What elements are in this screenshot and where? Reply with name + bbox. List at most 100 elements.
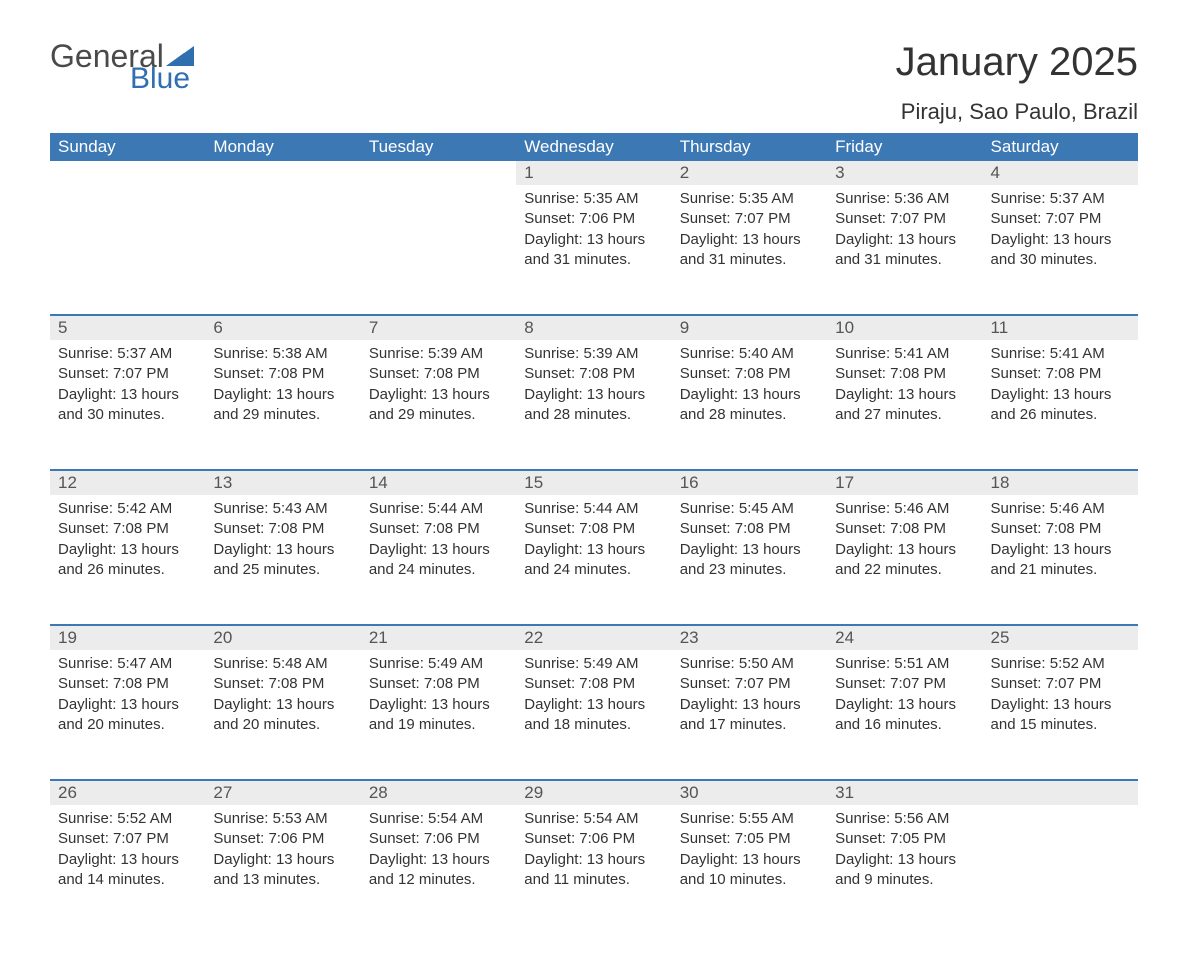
sunset-line: Sunset: 7:08 PM [58,674,197,694]
day-content: Sunrise: 5:36 AMSunset: 7:07 PMDaylight:… [827,185,982,280]
sunrise-line: Sunrise: 5:41 AM [991,344,1130,364]
calendar-table: SundayMondayTuesdayWednesdayThursdayFrid… [50,133,1138,935]
sunset-line: Sunset: 7:08 PM [369,364,508,384]
day-number: 5 [50,315,205,340]
day-content: Sunrise: 5:47 AMSunset: 7:08 PMDaylight:… [50,650,205,745]
sunset-line: Sunset: 7:07 PM [835,209,974,229]
empty-cell [205,161,360,185]
day-content: Sunrise: 5:48 AMSunset: 7:08 PMDaylight:… [205,650,360,745]
daylight-line: Daylight: 13 hours and 23 minutes. [680,540,819,581]
page-title: January 2025 [896,40,1138,85]
day-cell: Sunrise: 5:53 AMSunset: 7:06 PMDaylight:… [205,805,360,935]
day-number: 11 [983,315,1138,340]
day-number: 6 [205,315,360,340]
sunset-line: Sunset: 7:07 PM [835,674,974,694]
daylight-line: Daylight: 13 hours and 26 minutes. [58,540,197,581]
sunset-line: Sunset: 7:07 PM [680,674,819,694]
day-content: Sunrise: 5:38 AMSunset: 7:08 PMDaylight:… [205,340,360,435]
empty-cell [983,805,1138,935]
day-content: Sunrise: 5:54 AMSunset: 7:06 PMDaylight:… [516,805,671,900]
sunrise-line: Sunrise: 5:36 AM [835,189,974,209]
sunrise-line: Sunrise: 5:42 AM [58,499,197,519]
day-cell: Sunrise: 5:49 AMSunset: 7:08 PMDaylight:… [361,650,516,780]
day-number: 18 [983,470,1138,495]
daylight-line: Daylight: 13 hours and 19 minutes. [369,695,508,736]
sunrise-line: Sunrise: 5:38 AM [213,344,352,364]
day-cell: Sunrise: 5:50 AMSunset: 7:07 PMDaylight:… [672,650,827,780]
day-cell: Sunrise: 5:48 AMSunset: 7:08 PMDaylight:… [205,650,360,780]
day-cell: Sunrise: 5:56 AMSunset: 7:05 PMDaylight:… [827,805,982,935]
sunset-line: Sunset: 7:08 PM [213,674,352,694]
daylight-line: Daylight: 13 hours and 18 minutes. [524,695,663,736]
day-content-row: Sunrise: 5:35 AMSunset: 7:06 PMDaylight:… [50,185,1138,315]
daylight-line: Daylight: 13 hours and 9 minutes. [835,850,974,891]
sunset-line: Sunset: 7:07 PM [58,364,197,384]
day-number: 9 [672,315,827,340]
sunrise-line: Sunrise: 5:39 AM [369,344,508,364]
daylight-line: Daylight: 13 hours and 20 minutes. [58,695,197,736]
sunset-line: Sunset: 7:08 PM [991,364,1130,384]
sunrise-line: Sunrise: 5:47 AM [58,654,197,674]
sunrise-line: Sunrise: 5:41 AM [835,344,974,364]
day-content: Sunrise: 5:50 AMSunset: 7:07 PMDaylight:… [672,650,827,745]
weekday-header-row: SundayMondayTuesdayWednesdayThursdayFrid… [50,133,1138,161]
daylight-line: Daylight: 13 hours and 24 minutes. [369,540,508,581]
empty-cell [983,780,1138,805]
day-content: Sunrise: 5:42 AMSunset: 7:08 PMDaylight:… [50,495,205,590]
day-content: Sunrise: 5:56 AMSunset: 7:05 PMDaylight:… [827,805,982,900]
day-cell: Sunrise: 5:41 AMSunset: 7:08 PMDaylight:… [827,340,982,470]
day-cell: Sunrise: 5:39 AMSunset: 7:08 PMDaylight:… [516,340,671,470]
sunrise-line: Sunrise: 5:55 AM [680,809,819,829]
sunrise-line: Sunrise: 5:40 AM [680,344,819,364]
day-content-row: Sunrise: 5:52 AMSunset: 7:07 PMDaylight:… [50,805,1138,935]
day-number: 31 [827,780,982,805]
day-number: 20 [205,625,360,650]
day-cell: Sunrise: 5:54 AMSunset: 7:06 PMDaylight:… [361,805,516,935]
day-number: 1 [516,161,671,185]
day-cell: Sunrise: 5:46 AMSunset: 7:08 PMDaylight:… [827,495,982,625]
day-cell: Sunrise: 5:46 AMSunset: 7:08 PMDaylight:… [983,495,1138,625]
sunrise-line: Sunrise: 5:49 AM [369,654,508,674]
day-cell: Sunrise: 5:51 AMSunset: 7:07 PMDaylight:… [827,650,982,780]
weekday-header: Monday [205,133,360,161]
sunset-line: Sunset: 7:07 PM [991,209,1130,229]
daylight-line: Daylight: 13 hours and 31 minutes. [680,230,819,271]
weekday-header: Sunday [50,133,205,161]
day-number: 24 [827,625,982,650]
weekday-header: Thursday [672,133,827,161]
day-content: Sunrise: 5:55 AMSunset: 7:05 PMDaylight:… [672,805,827,900]
location-subtitle: Piraju, Sao Paulo, Brazil [896,99,1138,125]
daylight-line: Daylight: 13 hours and 11 minutes. [524,850,663,891]
sunset-line: Sunset: 7:08 PM [524,674,663,694]
day-number: 4 [983,161,1138,185]
sunset-line: Sunset: 7:08 PM [835,519,974,539]
daylight-line: Daylight: 13 hours and 14 minutes. [58,850,197,891]
sunset-line: Sunset: 7:08 PM [213,519,352,539]
sunrise-line: Sunrise: 5:53 AM [213,809,352,829]
day-cell: Sunrise: 5:45 AMSunset: 7:08 PMDaylight:… [672,495,827,625]
day-content: Sunrise: 5:49 AMSunset: 7:08 PMDaylight:… [516,650,671,745]
daylight-line: Daylight: 13 hours and 21 minutes. [991,540,1130,581]
sunset-line: Sunset: 7:05 PM [835,829,974,849]
day-number: 23 [672,625,827,650]
day-number: 17 [827,470,982,495]
sunset-line: Sunset: 7:08 PM [524,519,663,539]
day-number: 29 [516,780,671,805]
day-cell: Sunrise: 5:47 AMSunset: 7:08 PMDaylight:… [50,650,205,780]
sunset-line: Sunset: 7:08 PM [369,674,508,694]
day-content: Sunrise: 5:37 AMSunset: 7:07 PMDaylight:… [50,340,205,435]
daylight-line: Daylight: 13 hours and 13 minutes. [213,850,352,891]
day-content: Sunrise: 5:45 AMSunset: 7:08 PMDaylight:… [672,495,827,590]
day-content: Sunrise: 5:46 AMSunset: 7:08 PMDaylight:… [983,495,1138,590]
day-content: Sunrise: 5:43 AMSunset: 7:08 PMDaylight:… [205,495,360,590]
day-content: Sunrise: 5:52 AMSunset: 7:07 PMDaylight:… [983,650,1138,745]
day-cell: Sunrise: 5:36 AMSunset: 7:07 PMDaylight:… [827,185,982,315]
day-number: 10 [827,315,982,340]
sunset-line: Sunset: 7:06 PM [369,829,508,849]
day-cell: Sunrise: 5:40 AMSunset: 7:08 PMDaylight:… [672,340,827,470]
day-cell: Sunrise: 5:39 AMSunset: 7:08 PMDaylight:… [361,340,516,470]
sunrise-line: Sunrise: 5:43 AM [213,499,352,519]
daylight-line: Daylight: 13 hours and 17 minutes. [680,695,819,736]
daylight-line: Daylight: 13 hours and 22 minutes. [835,540,974,581]
day-content: Sunrise: 5:41 AMSunset: 7:08 PMDaylight:… [827,340,982,435]
